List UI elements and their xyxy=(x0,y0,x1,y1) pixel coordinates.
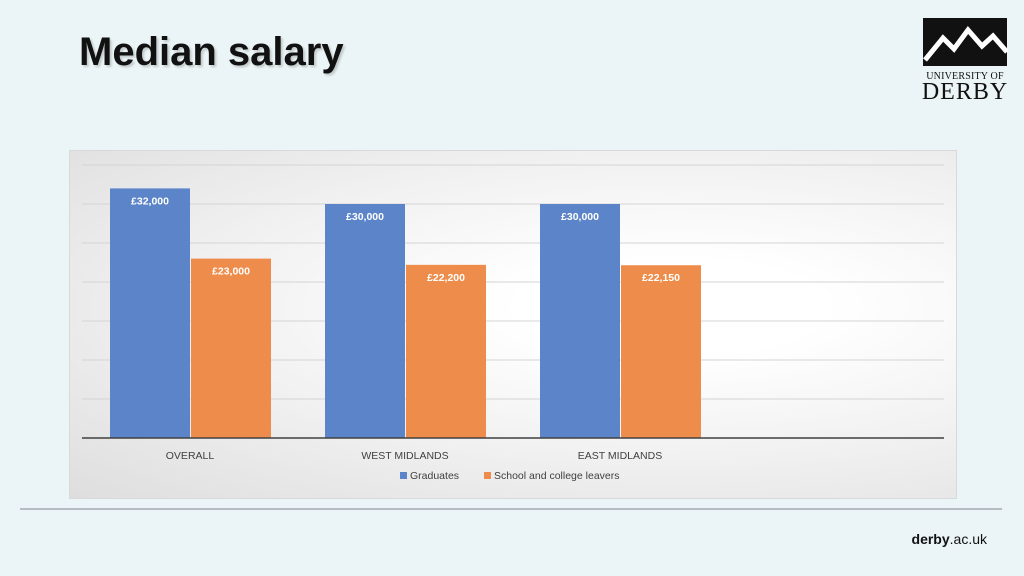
footer-divider xyxy=(20,508,1002,510)
category-label: EAST MIDLANDS xyxy=(578,450,662,462)
footer-url[interactable]: derby.ac.uk xyxy=(912,531,987,547)
mountain-peaks-icon xyxy=(923,18,1009,66)
bar-school-leavers xyxy=(621,265,701,438)
data-label: £30,000 xyxy=(346,211,384,223)
legend-label: School and college leavers xyxy=(494,470,620,482)
footer-url-domain: derby xyxy=(911,531,950,547)
data-label: £23,000 xyxy=(212,266,250,278)
logo-university-of: UNIVERSITY OF xyxy=(926,71,1004,82)
bar-graduates xyxy=(325,204,405,438)
page-title: Median salary xyxy=(79,30,344,74)
bar-chart: £32,000 £23,000 OVERALL £30,000 £22,200 WEST … xyxy=(69,150,957,499)
data-label: £30,000 xyxy=(561,211,599,223)
legend-swatch xyxy=(484,472,491,479)
bar-chart-svg: £32,000 £23,000 OVERALL £30,000 £22,200 WEST … xyxy=(82,164,944,482)
university-logo: UNIVERSITY OF DERBY xyxy=(921,16,1009,105)
data-label: £22,200 xyxy=(427,272,465,284)
data-label: £22,150 xyxy=(642,272,680,284)
bar-school-leavers xyxy=(191,258,271,438)
footer-url-suffix: .ac.uk xyxy=(949,531,987,547)
bar-graduates xyxy=(540,204,620,438)
category-label: WEST MIDLANDS xyxy=(361,450,448,462)
data-label: £32,000 xyxy=(131,195,169,207)
legend-label: Graduates xyxy=(410,470,459,482)
bar-graduates xyxy=(110,188,190,438)
category-label: OVERALL xyxy=(166,450,215,462)
legend-swatch xyxy=(400,472,407,479)
logo-derby: DERBY xyxy=(921,79,1009,105)
bar-school-leavers xyxy=(406,264,486,438)
